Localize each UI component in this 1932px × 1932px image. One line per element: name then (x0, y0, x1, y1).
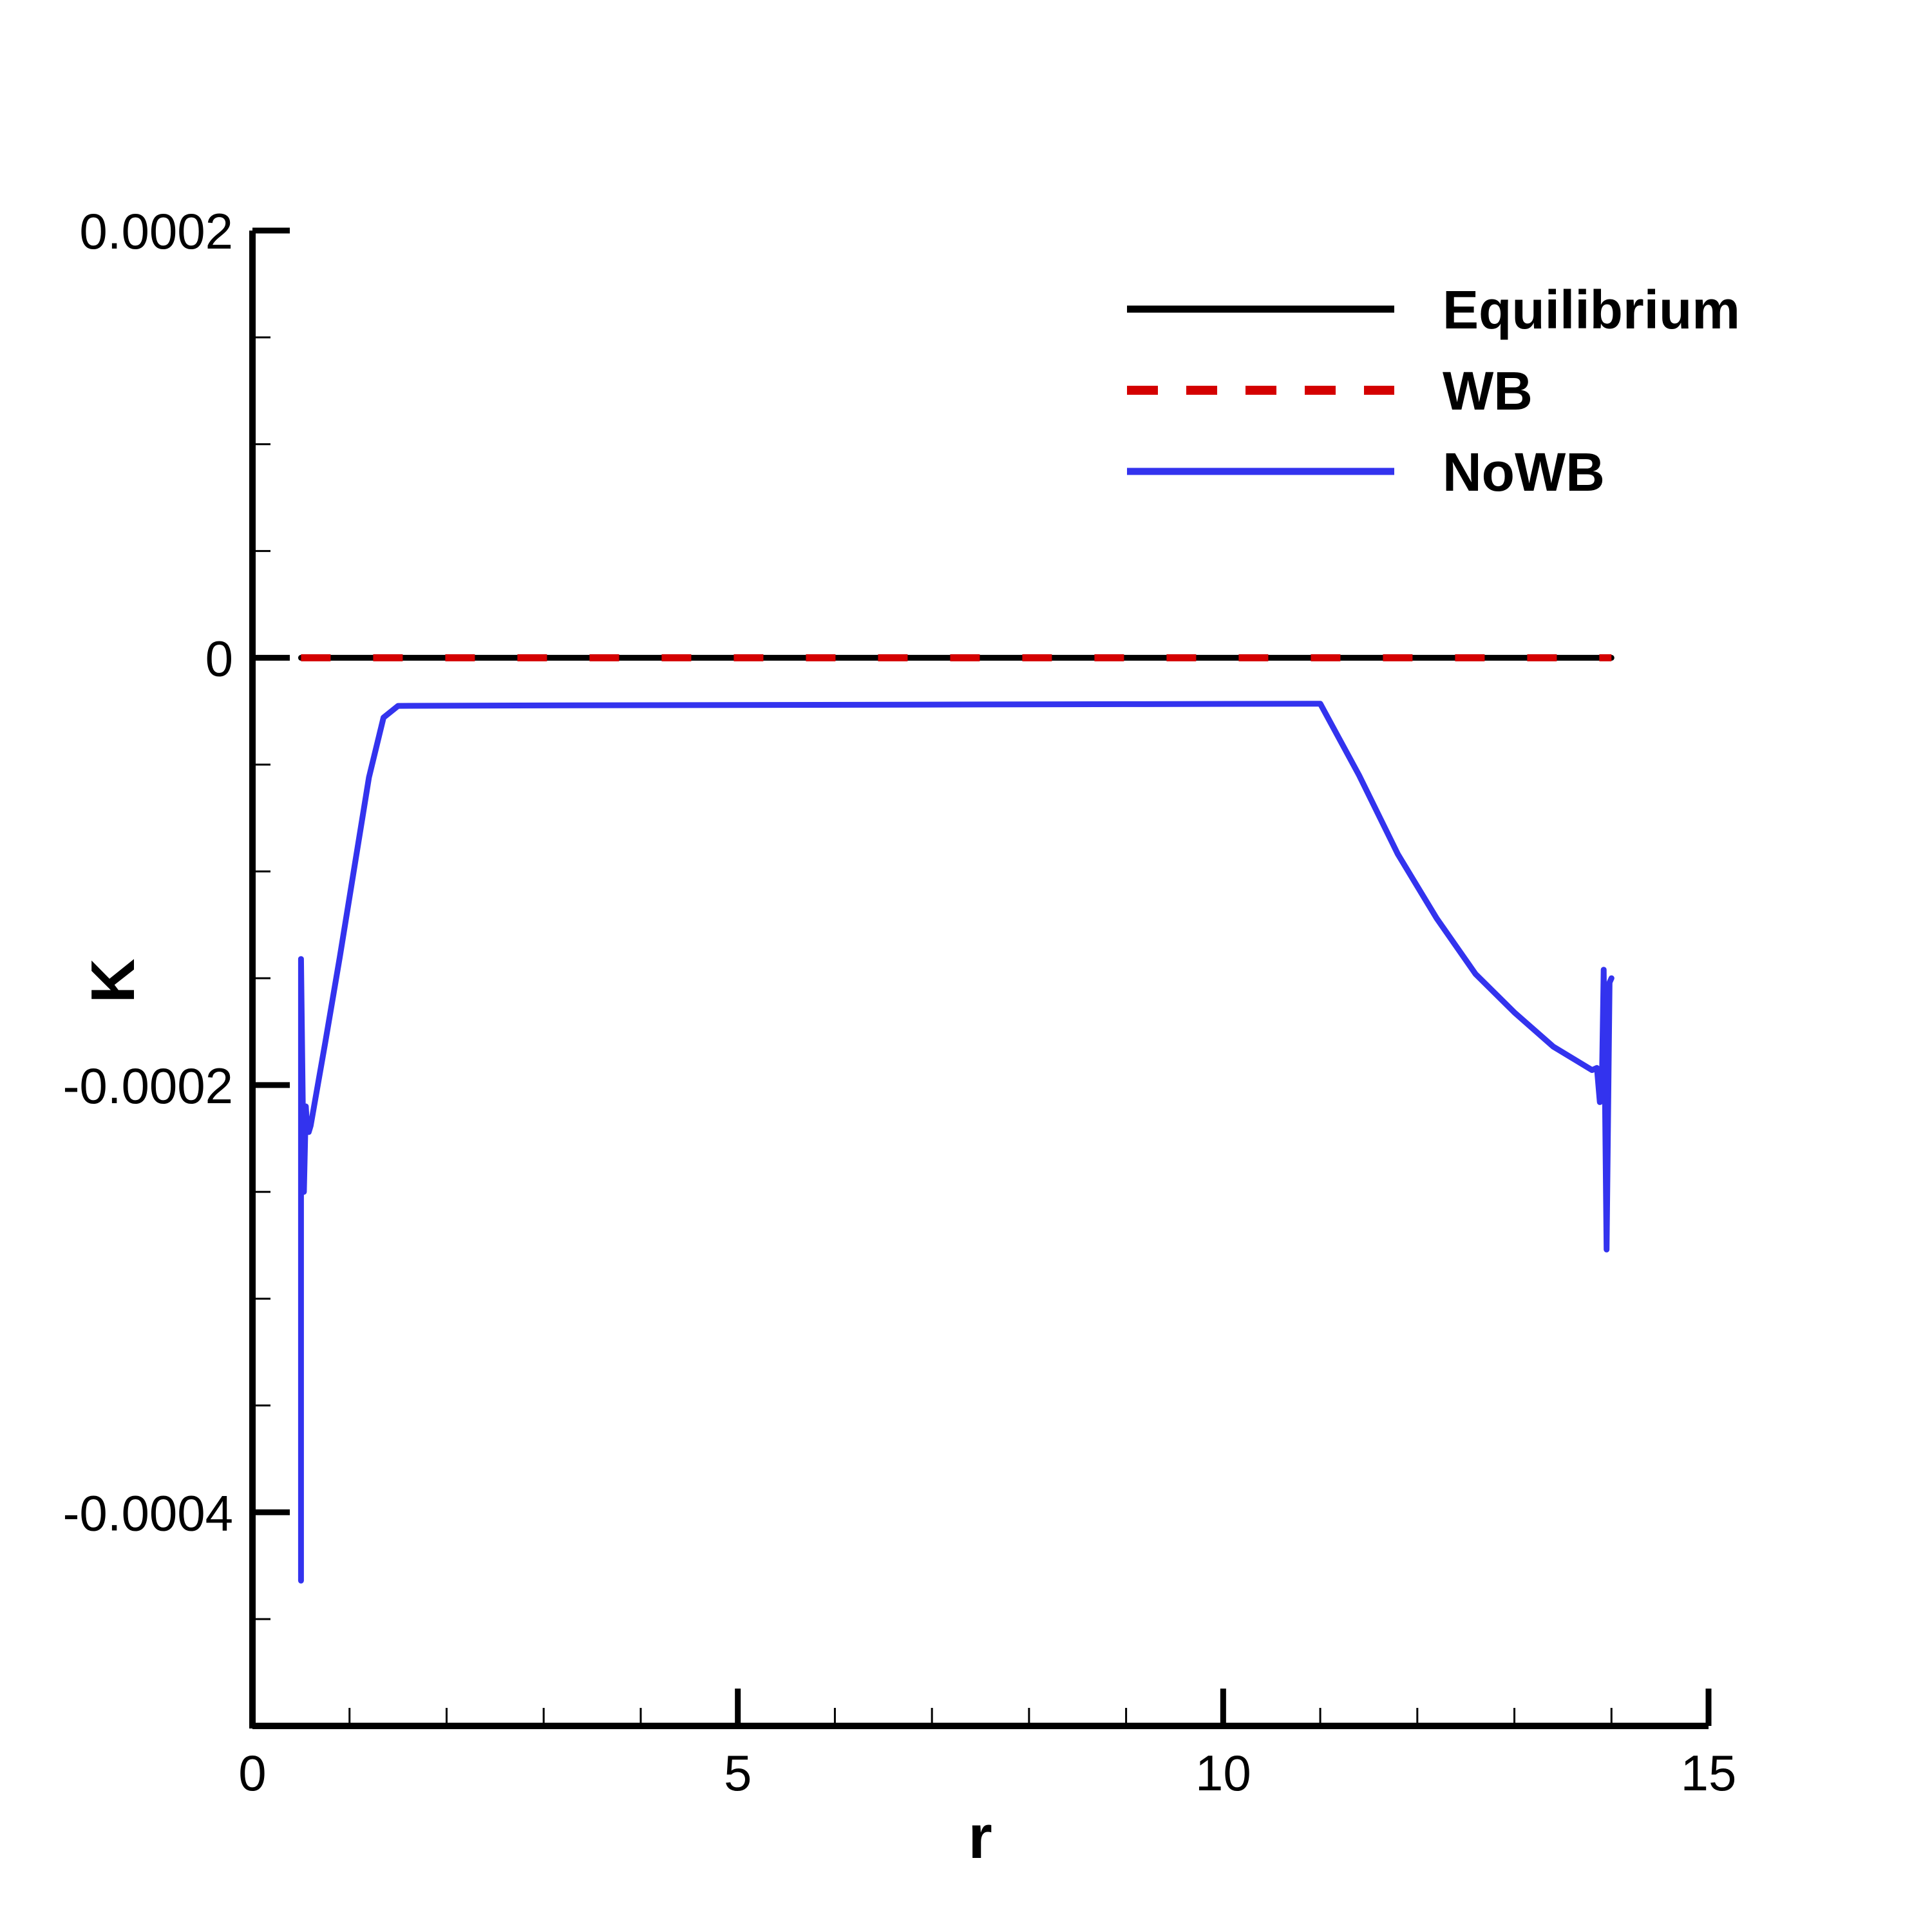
x-tick-label: 10 (1195, 1745, 1251, 1801)
x-axis-title: r (968, 1803, 992, 1871)
x-tick-label: 0 (238, 1745, 266, 1801)
legend: Equilibrium WB NoWB (1127, 279, 1740, 502)
x-tick-label: 5 (724, 1745, 752, 1801)
legend-nowb-label: NoWB (1443, 442, 1605, 502)
plot-series (298, 654, 1615, 1584)
y-axis-title: K (79, 958, 147, 1003)
minor-ticks (252, 336, 1613, 1727)
series-nowb-line (298, 701, 1615, 1584)
y-tick-label: -0.0004 (62, 1484, 233, 1541)
legend-wb-label: WB (1443, 361, 1533, 421)
axes (249, 231, 1709, 1729)
x-tick-label: 15 (1681, 1745, 1737, 1801)
y-tick-label: -0.0002 (62, 1057, 233, 1114)
tick-labels: 0 5 10 15 0.0002 0 -0.0002 -0.0004 (62, 203, 1736, 1801)
legend-equilibrium-label: Equilibrium (1443, 279, 1740, 340)
y-tick-label: 0 (205, 630, 233, 687)
y-tick-label: 0.0002 (79, 203, 233, 260)
